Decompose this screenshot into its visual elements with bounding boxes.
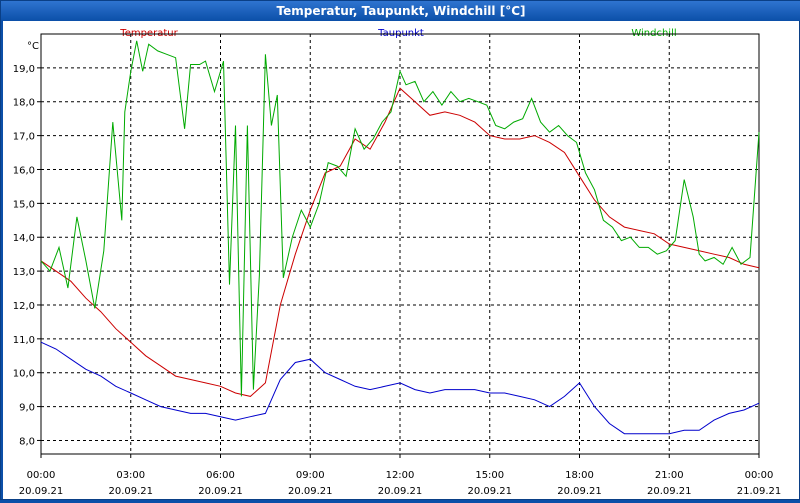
x-tick-time: 03:00 <box>116 470 145 481</box>
y-tick-label: 18,0 <box>13 98 35 109</box>
y-axis-label: °C <box>27 41 39 52</box>
plot-border <box>40 33 760 455</box>
x-tick-date: 20.09.21 <box>647 486 692 497</box>
x-tick-time: 06:00 <box>206 470 235 481</box>
y-tick-label: 12,0 <box>13 301 35 312</box>
y-tick-label: 16,0 <box>13 165 35 176</box>
x-tick-time: 09:00 <box>296 470 325 481</box>
x-tick-date: 20.09.21 <box>288 486 333 497</box>
x-tick-time: 00:00 <box>745 470 774 481</box>
y-tick-label: 10,0 <box>13 369 35 380</box>
y-tick-label: 8,0 <box>19 436 35 447</box>
x-tick-date: 20.09.21 <box>108 486 153 497</box>
x-tick-date: 21.09.21 <box>737 486 782 497</box>
x-tick-time: 00:00 <box>27 470 56 481</box>
x-tick-time: 18:00 <box>565 470 594 481</box>
y-tick-label: 13,0 <box>13 267 35 278</box>
x-tick-date: 20.09.21 <box>467 486 512 497</box>
y-tick-label: 9,0 <box>19 403 35 414</box>
chart-title: Temperatur, Taupunkt, Windchill [°C] <box>1 1 800 21</box>
series-line-windchill <box>40 40 760 397</box>
series-line-taupunkt <box>40 341 760 435</box>
y-tick-label: 11,0 <box>13 335 35 346</box>
y-tick-label: 19,0 <box>13 64 35 75</box>
y-tick-label: 15,0 <box>13 199 35 210</box>
x-tick-time: 15:00 <box>475 470 504 481</box>
y-tick-label: 14,0 <box>13 233 35 244</box>
x-tick-time: 12:00 <box>386 470 415 481</box>
x-tick-time: 21:00 <box>655 470 684 481</box>
y-tick-label: 17,0 <box>13 132 35 143</box>
series-line-temperatur <box>40 87 760 397</box>
x-tick-date: 20.09.21 <box>19 486 64 497</box>
chart-svg: °C Temperatur Taupunkt Windchill 8,09,010,… <box>13 28 782 497</box>
x-tick-date: 20.09.21 <box>198 486 243 497</box>
plot-panel: °C Temperatur Taupunkt Windchill 8,0 9,0 10,… <box>3 21 799 499</box>
x-tick-date: 20.09.21 <box>557 486 602 497</box>
x-tick-date: 20.09.21 <box>378 486 423 497</box>
